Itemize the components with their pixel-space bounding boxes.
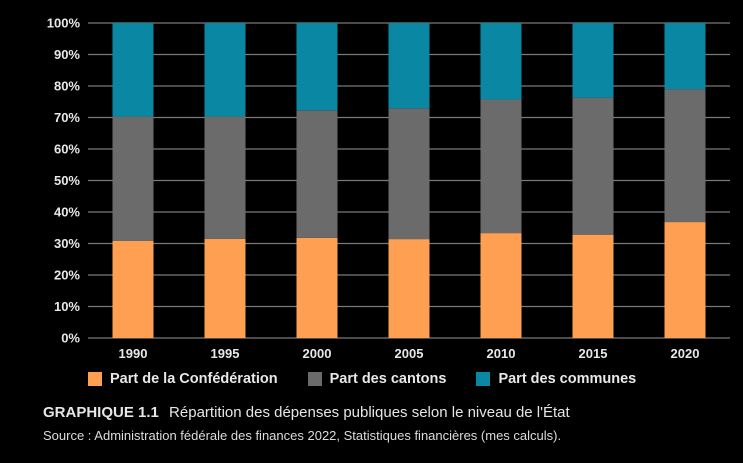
bar-segment-communes-1995 xyxy=(204,23,246,117)
legend-swatch-communes xyxy=(476,372,491,386)
bar-segment-cantons-2005 xyxy=(388,108,430,240)
bars xyxy=(112,23,706,338)
y-axis-ticks: 0% 10% 20% 30% 40% 50% 60% 70% 80% 90% 100% xyxy=(47,16,81,346)
y-tick-label: 90% xyxy=(54,47,80,62)
caption-label: GRAPHIQUE 1.1 xyxy=(43,404,159,421)
x-tick-label: 1995 xyxy=(211,346,240,361)
bar-segment-confederation-1995 xyxy=(204,238,246,338)
x-axis-ticks: 1990 1995 2000 2005 2010 2015 2020 xyxy=(119,346,700,361)
bar-segment-communes-2005 xyxy=(388,23,430,109)
y-tick-label: 20% xyxy=(54,268,80,283)
bar-segment-cantons-2020 xyxy=(664,89,706,223)
legend-item-communes: Part des communes xyxy=(476,371,636,387)
caption-text: Répartition des dépenses publiques selon… xyxy=(169,404,570,421)
bar-segment-communes-2015 xyxy=(572,23,614,98)
x-tick-label: 2010 xyxy=(487,346,516,361)
bar-segment-communes-2000 xyxy=(296,23,338,111)
legend-item-confederation: Part de la Confédération xyxy=(88,371,278,387)
y-tick-label: 80% xyxy=(54,79,80,94)
stacked-bar-chart: 0%10%20%30%40%50%60%70%80%90%100% 1990 19… xyxy=(47,16,730,361)
bar-segment-cantons-1990 xyxy=(112,116,154,241)
legend-label-communes: Part des communes xyxy=(498,371,637,387)
x-tick-label: 2015 xyxy=(579,346,608,361)
bar-segment-confederation-2000 xyxy=(296,237,338,338)
legend: Part de la Confédération Part des canton… xyxy=(88,371,636,387)
source-note: Source : Administration fédérale des fin… xyxy=(43,428,562,443)
y-tick-label: 10% xyxy=(54,299,80,314)
bar-segment-confederation-2005 xyxy=(388,239,430,338)
x-tick-label: 2005 xyxy=(395,346,424,361)
y-tick-label: 60% xyxy=(54,142,80,157)
x-tick-label: 1990 xyxy=(119,346,148,361)
bar-segment-cantons-1995 xyxy=(204,116,246,239)
bar-segment-communes-1990 xyxy=(112,23,154,117)
legend-swatch-confederation xyxy=(88,372,102,386)
bar-segment-cantons-2015 xyxy=(572,97,614,235)
x-tick-label: 2000 xyxy=(303,346,332,361)
y-tick-label: 50% xyxy=(54,173,80,188)
bar-segment-cantons-2010 xyxy=(480,99,522,234)
bar-segment-communes-2010 xyxy=(480,23,522,100)
bar-segment-confederation-2015 xyxy=(572,234,614,338)
legend-label-cantons: Part des cantons xyxy=(329,371,447,387)
y-tick-label: 30% xyxy=(54,236,80,251)
figure-caption: GRAPHIQUE 1.1 Répartition des dépenses p… xyxy=(43,404,570,421)
y-tick-label: 40% xyxy=(54,205,80,220)
legend-item-cantons: Part des cantons xyxy=(307,371,447,387)
legend-label-confederation: Part de la Confédération xyxy=(110,371,278,387)
bar-segment-confederation-2020 xyxy=(664,222,706,338)
x-tick-label: 2020 xyxy=(671,346,700,361)
bar-segment-confederation-2010 xyxy=(480,233,522,338)
y-tick-label: 0% xyxy=(61,331,80,346)
legend-swatch-cantons xyxy=(307,372,322,386)
y-tick-label: 100% xyxy=(47,16,81,31)
bar-segment-cantons-2000 xyxy=(296,110,338,238)
bar-segment-communes-2020 xyxy=(664,23,706,90)
bar-segment-confederation-1990 xyxy=(112,240,154,338)
y-tick-label: 70% xyxy=(54,110,80,125)
